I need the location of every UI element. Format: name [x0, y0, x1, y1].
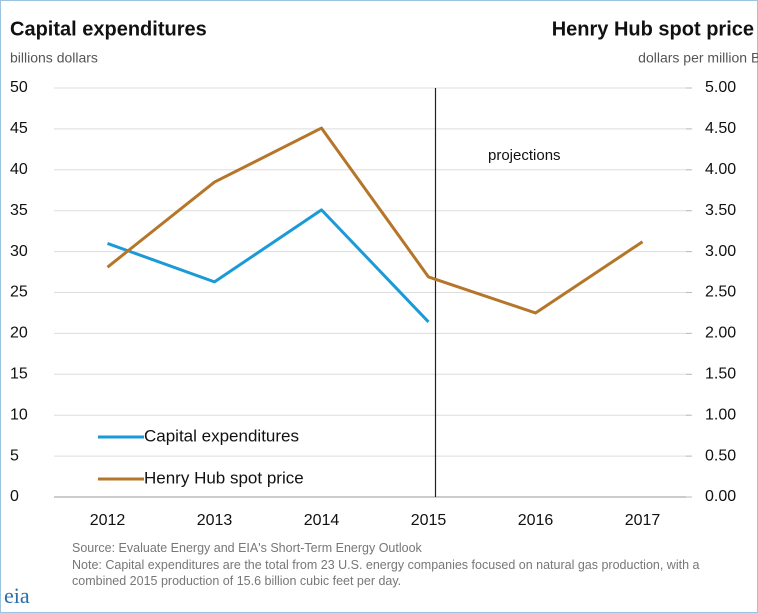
y-tick-label: 50: [10, 79, 28, 96]
y2-axis-label: dollars per million Btu: [638, 50, 758, 66]
y2-tick-label: 2.00: [705, 325, 736, 342]
y-tick-label: 40: [10, 161, 28, 178]
x-tick-label: 2015: [411, 512, 447, 529]
y2-tick-label: 4.00: [705, 161, 736, 178]
legend-label: Capital expenditures: [144, 426, 299, 445]
chart-title: Capital expenditures: [10, 18, 207, 40]
y-tick-label: 15: [10, 366, 28, 383]
x-tick-label: 2016: [518, 512, 554, 529]
annotation: projections: [488, 147, 561, 164]
logo: eia: [4, 583, 30, 608]
y2-tick-label: 1.50: [705, 366, 736, 383]
note: Note: Capital expenditures are the total…: [72, 558, 700, 588]
y2-tick-label: 0.00: [705, 488, 736, 505]
y-tick-label: 45: [10, 120, 28, 137]
x-tick-label: 2014: [304, 512, 340, 529]
y-tick-label: 20: [10, 325, 28, 342]
x-tick-label: 2013: [197, 512, 233, 529]
series-line: [106, 208, 430, 323]
y2-tick-label: 1.00: [705, 406, 736, 423]
y2-tick-label: 0.50: [705, 447, 736, 464]
y2-tick-label: 4.50: [705, 120, 736, 137]
y-tick-label: 35: [10, 202, 28, 219]
y-tick-label: 25: [10, 284, 28, 301]
y-tick-label: 10: [10, 406, 28, 423]
y2-title: Henry Hub spot price: [552, 18, 754, 40]
source: Source: Evaluate Energy and EIA's Short-…: [72, 541, 422, 555]
series-line: [106, 126, 644, 315]
x-tick-label: 2017: [625, 512, 661, 529]
y2-tick-label: 3.00: [705, 243, 736, 260]
x-tick-label: 2012: [90, 512, 126, 529]
y-tick-label: 5: [10, 447, 19, 464]
y2-tick-label: 3.50: [705, 202, 736, 219]
y-tick-label: 30: [10, 243, 28, 260]
y2-tick-label: 2.50: [705, 284, 736, 301]
y-axis-label: billions dollars: [10, 50, 98, 66]
y-tick-label: 0: [10, 488, 19, 505]
legend-label: Henry Hub spot price: [144, 468, 304, 487]
y2-tick-label: 5.00: [705, 79, 736, 96]
